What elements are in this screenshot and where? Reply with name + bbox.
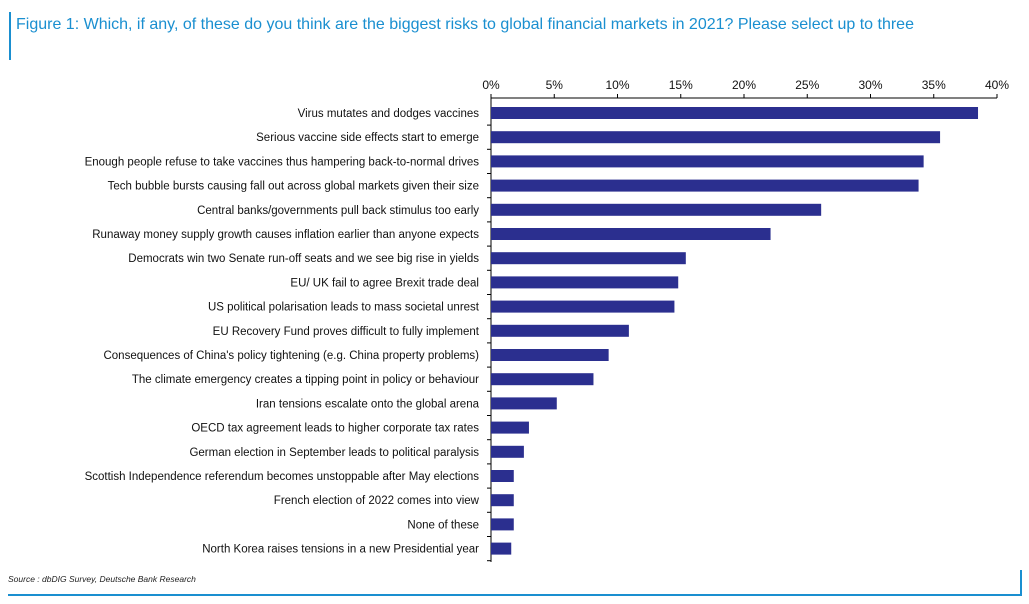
x-tick-label: 40% [985,78,1009,92]
category-label: Runaway money supply growth causes infla… [92,229,479,241]
category-label: EU Recovery Fund proves difficult to ful… [213,326,480,338]
x-tick-label: 30% [858,78,882,92]
bar [491,228,771,240]
x-tick-label: 15% [669,78,693,92]
category-label: Virus mutates and dodges vaccines [298,108,480,120]
category-label: German election in September leads to po… [189,447,479,459]
bar [491,542,512,555]
bar [491,324,629,337]
bar [491,373,594,386]
category-label: Consequences of China's policy tightenin… [103,350,479,362]
chart-title: Figure 1: Which, if any, of these do you… [16,16,914,33]
category-label: Serious vaccine side effects start to em… [256,132,479,144]
category-label: Iran tensions escalate onto the global a… [256,398,480,410]
frame-right-rule [1020,570,1022,596]
category-label: Democrats win two Senate run-off seats a… [128,253,479,265]
category-label: EU/ UK fail to agree Brexit trade deal [290,277,479,289]
category-label: Tech bubble bursts causing fall out acro… [108,181,479,193]
bar [491,179,919,192]
bar [491,421,529,434]
x-tick-label: 5% [546,78,564,92]
bar [491,155,924,168]
bars [491,107,979,555]
bar [491,470,514,482]
category-label: Scottish Independence referendum becomes… [85,471,480,483]
bar [491,397,557,410]
x-tick-label: 25% [795,78,819,92]
category-label: US political polarisation leads to mass … [208,302,480,314]
bar [491,518,514,531]
bar [491,494,514,507]
category-label: French election of 2022 comes into view [274,495,480,507]
frame-bottom-rule [8,594,1022,596]
category-label: Central banks/governments pull back stim… [197,205,479,217]
bar [491,107,979,119]
category-label: North Korea raises tensions in a new Pre… [202,544,479,556]
x-tick-label: 35% [922,78,946,92]
bar [491,131,941,144]
bar [491,349,609,361]
source-note: Source : dbDIG Survey, Deutsche Bank Res… [8,574,196,584]
y-axis: Virus mutates and dodges vaccines Serious… [85,98,492,562]
bar [491,445,524,458]
category-label: Enough people refuse to take vaccines th… [85,156,480,168]
x-tick-label: 0% [482,78,500,92]
title-accent-bar [9,12,11,60]
bar [491,252,686,265]
category-label: The climate emergency creates a tipping … [132,374,479,386]
category-label: None of these [407,519,479,531]
bar [491,300,675,313]
bar [491,203,822,216]
x-axis: 0% 5% 10% 15% 20% 25% 30% 35% 40% [482,78,1009,99]
category-label: OECD tax agreement leads to higher corpo… [191,423,479,435]
x-tick-label: 10% [605,78,629,92]
bar [491,276,679,289]
x-tick-label: 20% [732,78,756,92]
